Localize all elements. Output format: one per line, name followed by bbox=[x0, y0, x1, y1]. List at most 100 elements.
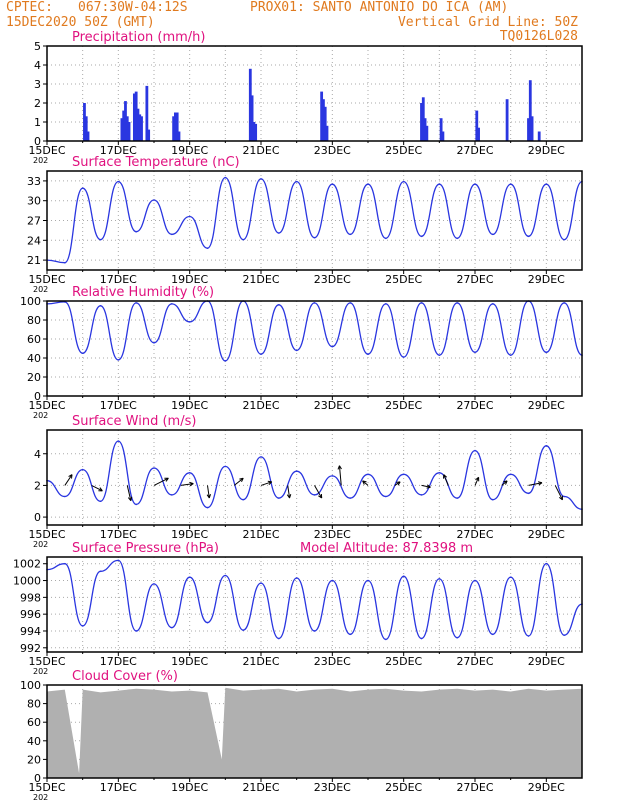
y-tick-label: 5 bbox=[34, 40, 41, 53]
data-point bbox=[242, 629, 244, 631]
data-point bbox=[153, 583, 155, 585]
precip-bar bbox=[537, 131, 541, 141]
panel-2: 0 20 40 60 80 100 15DEC 17DEC 19DEC 21DEC 23DEC 25D… bbox=[20, 285, 583, 420]
y-tick-label: 0 bbox=[34, 390, 41, 403]
y-tick-label: 30 bbox=[27, 195, 41, 208]
x-tick-label: 19DEC bbox=[171, 781, 208, 794]
y-tick-label: 0 bbox=[34, 511, 41, 524]
wind-vector bbox=[126, 485, 132, 501]
y-tick-label: 0 bbox=[34, 135, 41, 148]
y-tick-label: 3 bbox=[34, 78, 41, 91]
data-point bbox=[64, 261, 66, 264]
wind-vector-head bbox=[286, 494, 292, 499]
data-point bbox=[545, 351, 548, 354]
x-tick-label: 17DEC bbox=[100, 273, 137, 286]
data-point bbox=[349, 633, 351, 636]
precip-bar bbox=[527, 118, 530, 141]
data-point bbox=[313, 236, 316, 239]
wind-vector bbox=[362, 480, 369, 486]
wind-vector bbox=[528, 482, 543, 486]
data-point bbox=[99, 570, 102, 573]
data-point bbox=[563, 302, 565, 304]
precip-bar bbox=[134, 91, 138, 141]
data-point bbox=[509, 183, 512, 185]
wind-vector-head bbox=[426, 484, 431, 489]
data-point bbox=[402, 473, 405, 476]
data-point bbox=[295, 470, 298, 472]
data-point bbox=[135, 302, 137, 304]
y-tick-label: 996 bbox=[20, 608, 41, 621]
y-tick-label: 2 bbox=[34, 97, 41, 110]
wind-vector bbox=[233, 477, 244, 486]
data-point bbox=[331, 579, 334, 582]
precip-bar bbox=[423, 118, 427, 141]
year-fragment: 202 bbox=[33, 793, 48, 800]
data-point bbox=[367, 183, 369, 185]
data-point bbox=[509, 473, 512, 476]
x-tick-label: 23DEC bbox=[314, 528, 351, 541]
x-tick-label: 29DEC bbox=[528, 273, 565, 286]
wind-vector-head bbox=[337, 465, 342, 470]
plot-frame bbox=[46, 300, 583, 397]
y-tick-label: 100 bbox=[20, 295, 41, 308]
precip-bar bbox=[505, 99, 509, 141]
y-tick-label: 80 bbox=[27, 314, 41, 327]
data-point bbox=[474, 183, 476, 185]
data-point bbox=[420, 637, 423, 640]
data-point bbox=[438, 578, 441, 580]
x-tick-label: 23DEC bbox=[314, 273, 351, 286]
data-point bbox=[385, 303, 387, 305]
x-tick-label: 19DEC bbox=[171, 144, 208, 157]
data-point bbox=[456, 302, 458, 304]
data-point bbox=[385, 495, 387, 498]
x-tick-label: 25DEC bbox=[385, 273, 422, 286]
x-tick-label: 15DEC bbox=[28, 781, 65, 794]
data-point bbox=[153, 467, 155, 469]
x-tick-label: 15DEC bbox=[28, 399, 65, 412]
x-tick-label: 17DEC bbox=[100, 655, 137, 668]
wind-vector bbox=[474, 477, 480, 486]
x-tick-label: 15DEC bbox=[28, 273, 65, 286]
panel-4: 992 994 996 998 1000 1002 15DEC 17DEC 19DEC 21DEC… bbox=[13, 541, 583, 676]
data-point bbox=[171, 303, 173, 305]
header-model-code: TQ0126L028 bbox=[499, 29, 578, 44]
data-point bbox=[349, 497, 351, 499]
precip-bar bbox=[421, 97, 425, 141]
precip-bar bbox=[425, 125, 429, 141]
header-station: PROX01: SANTO ANTONIO DO ICA (AM) bbox=[250, 0, 509, 15]
data-point bbox=[188, 321, 191, 323]
year-fragment: 202 bbox=[33, 411, 48, 420]
wind-vector-head bbox=[239, 477, 244, 483]
precip-bar bbox=[127, 122, 131, 141]
precip-bar bbox=[138, 114, 142, 141]
x-tick-label: 27DEC bbox=[456, 273, 493, 286]
y-tick-label: 80 bbox=[27, 698, 41, 711]
x-tick-label: 29DEC bbox=[528, 528, 565, 541]
wind-vector bbox=[153, 477, 169, 486]
data-point bbox=[331, 475, 334, 477]
data-point bbox=[117, 559, 120, 562]
wind-vector-head bbox=[558, 495, 563, 501]
data-point bbox=[402, 575, 405, 578]
wind-vector bbox=[287, 485, 291, 499]
y-tick-label: 27 bbox=[27, 215, 41, 228]
x-tick-label: 25DEC bbox=[385, 781, 422, 794]
data-point bbox=[295, 577, 298, 579]
precip-bar bbox=[252, 122, 256, 141]
year-fragment: 202 bbox=[33, 285, 48, 294]
wind-vector bbox=[554, 485, 563, 501]
wind-vector bbox=[314, 485, 323, 499]
wind-vector bbox=[260, 481, 272, 486]
wind-vector-head bbox=[68, 474, 73, 479]
x-tick-label: 23DEC bbox=[314, 144, 351, 157]
y-tick-label: 2 bbox=[34, 479, 41, 492]
x-tick-label: 27DEC bbox=[456, 655, 493, 668]
y-tick-label: 1 bbox=[34, 116, 41, 129]
data-point bbox=[313, 494, 316, 496]
header-run-time: 15DEC2020 50Z (GMT) bbox=[6, 15, 155, 30]
data-point bbox=[81, 187, 84, 189]
wind-vector-head bbox=[127, 496, 133, 502]
panel-title: Surface Wind (m/s) bbox=[72, 414, 196, 429]
data-point bbox=[81, 468, 84, 471]
